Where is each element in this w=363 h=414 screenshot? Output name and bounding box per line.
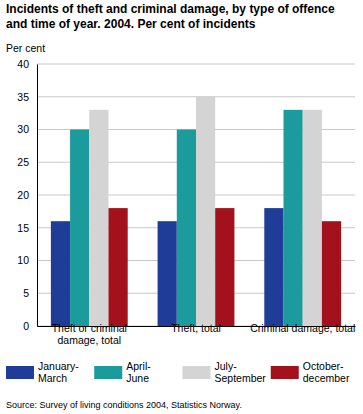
- tick-label: 25: [17, 156, 29, 168]
- bars: [51, 97, 341, 326]
- legend-swatch: [183, 366, 211, 379]
- tick-label: 0: [23, 320, 29, 332]
- tick: Criminal damage, total: [250, 322, 355, 334]
- legend: January-March April-June July-September Oct…: [6, 360, 350, 384]
- tick-label: 40: [17, 58, 29, 70]
- bar: [51, 221, 70, 326]
- tick: Theft or criminaldamage, total: [52, 322, 127, 346]
- tick: 40: [17, 58, 37, 70]
- title: Incidents of theft and criminal damage, …: [6, 2, 335, 31]
- legend-label: October-december: [303, 360, 350, 384]
- y-axis: 0 5 10 15 20 25 30 35 40: [17, 58, 37, 332]
- tick-label: 5: [23, 287, 29, 299]
- legend-swatch: [94, 366, 122, 379]
- tick: 25: [17, 156, 37, 168]
- bar: [322, 221, 341, 326]
- legend-label: April-June: [126, 360, 151, 384]
- grid: [37, 64, 355, 326]
- bar: [284, 110, 303, 326]
- tick: 10: [17, 254, 37, 266]
- chart: Incidents of theft and criminal damage, …: [0, 0, 363, 414]
- bar: [303, 110, 322, 326]
- axis-line: [37, 65, 38, 327]
- tick: 30: [17, 123, 37, 135]
- tick-label: Theft, total: [171, 322, 221, 334]
- tick: 15: [17, 222, 37, 234]
- bar: [177, 130, 196, 327]
- tick-label: 30: [17, 123, 29, 135]
- bar: [70, 130, 89, 327]
- tick-label: 15: [17, 222, 29, 234]
- tick-label: 20: [17, 189, 29, 201]
- bar: [196, 97, 215, 326]
- tick-label: 10: [17, 254, 29, 266]
- legend-swatch: [271, 366, 299, 379]
- legend-label: July-September: [215, 360, 267, 384]
- bar: [215, 208, 234, 326]
- tick-label: Criminal damage, total: [250, 322, 355, 334]
- tick: Theft, total: [171, 322, 221, 334]
- y-axis-title: Per cent: [6, 42, 45, 54]
- tick: 20: [17, 189, 37, 201]
- bar: [89, 110, 108, 326]
- bar: [158, 221, 177, 326]
- plot: 0 5 10 15 20 25 30 35 40 Theft or criminaldamage,…: [17, 58, 355, 346]
- legend-label: January-March: [38, 360, 79, 384]
- bar: [264, 208, 283, 326]
- legend-swatch: [6, 366, 34, 379]
- bar: [108, 208, 127, 326]
- grid-line: [37, 64, 355, 65]
- source: Source: Survey of living conditions 2004…: [6, 400, 242, 410]
- x-axis: Theft or criminaldamage, total Theft, tot…: [38, 322, 356, 346]
- tick-label: Theft or criminaldamage, total: [52, 322, 127, 346]
- tick: 5: [23, 287, 37, 299]
- tick: 0: [23, 320, 37, 332]
- tick: 35: [17, 91, 37, 103]
- tick-label: 35: [17, 91, 29, 103]
